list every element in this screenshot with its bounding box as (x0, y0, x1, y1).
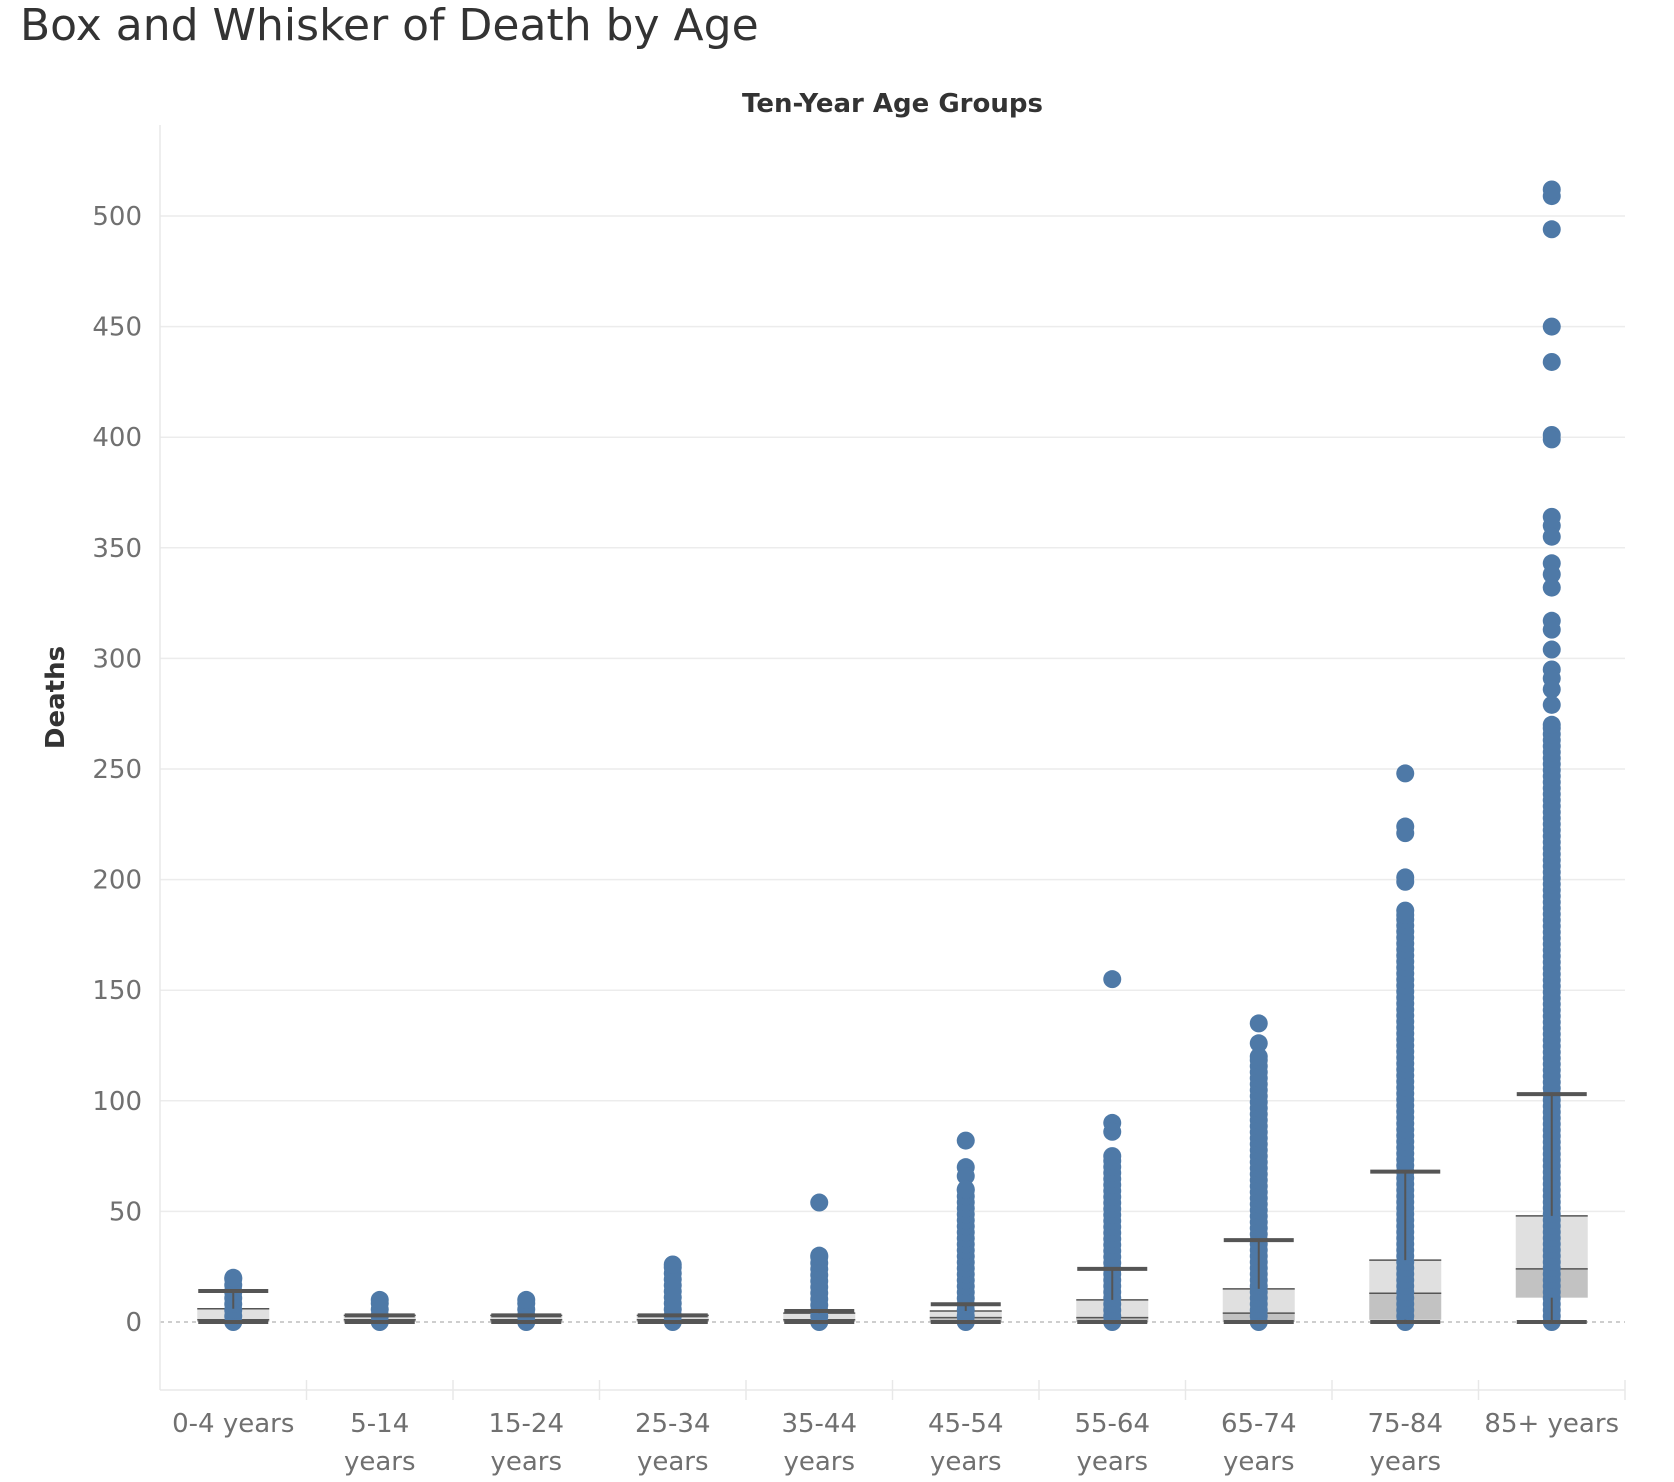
x-tick-label-line: years (783, 1447, 855, 1477)
column-header: Ten-Year Age Groups (742, 89, 1043, 119)
y-axis-ticks: 0 50 100 150 200 250 300 350 400 450 500 (92, 202, 142, 1338)
y-tick-label: 500 (92, 202, 142, 232)
x-tick-label-line: years (1369, 1447, 1441, 1477)
x-tick-label-line: 15-24 (488, 1409, 564, 1439)
x-tick-label-line: years (1076, 1447, 1148, 1477)
x-tick-label: 0-4 years (172, 1409, 294, 1439)
outlier-point (1396, 872, 1415, 891)
max-point (956, 1131, 975, 1150)
y-tick-label: 0 (125, 1308, 142, 1338)
x-tick-label-line: 55-64 (1074, 1409, 1150, 1439)
outlier-point (1542, 527, 1561, 546)
max-point (517, 1290, 536, 1309)
chart-title: Box and Whisker of Death by Age (20, 0, 759, 51)
y-tick-label: 400 (92, 423, 142, 453)
x-tick-label-line: years (930, 1447, 1002, 1477)
outlier-point (1542, 430, 1561, 449)
y-tick-label: 350 (92, 534, 142, 564)
outlier-point (956, 1167, 975, 1186)
y-tick-label: 250 (92, 755, 142, 785)
x-tick-label: 75-84 years (1367, 1409, 1443, 1477)
y-tick-label: 300 (92, 644, 142, 674)
outlier-point (1542, 565, 1561, 584)
x-tick-label: 55-64 years (1074, 1409, 1150, 1477)
outlier-point (810, 1246, 829, 1265)
outlier-point (1542, 620, 1561, 639)
outlier-point (1103, 1122, 1122, 1141)
y-axis-title: Deaths (41, 646, 71, 749)
gridlines (160, 215, 1625, 1323)
max-point (224, 1268, 243, 1287)
y-tick-label: 100 (92, 1087, 142, 1117)
x-tick-label-line: 65-74 (1221, 1409, 1297, 1439)
y-tick-label: 200 (92, 866, 142, 896)
outlier-point (1542, 715, 1561, 734)
outlier-point (1396, 905, 1415, 924)
outlier-point (1103, 1147, 1122, 1166)
max-point (1249, 1014, 1268, 1033)
outlier-point (1542, 352, 1561, 371)
x-tick-label-line: 45-54 (928, 1409, 1004, 1439)
x-tick-label-line: 0-4 years (172, 1409, 294, 1439)
outlier-point (1542, 578, 1561, 597)
x-tick-label-line: 85+ years (1484, 1409, 1619, 1439)
x-tick-label: 5-14 years (344, 1409, 416, 1477)
outlier-point (1542, 680, 1561, 699)
x-tick-label-line: 35-44 (781, 1409, 857, 1439)
x-tick-label-line: 75-84 (1367, 1409, 1443, 1439)
y-tick-label: 50 (109, 1197, 142, 1227)
category-separators (159, 125, 1626, 1400)
x-tick-label-line: years (344, 1447, 416, 1477)
outlier-point (1249, 1034, 1268, 1053)
data-points (224, 180, 1561, 1331)
outlier-point (956, 1180, 975, 1199)
max-point (1542, 180, 1561, 199)
x-tick-label: 45-54 years (928, 1409, 1004, 1477)
x-tick-label: 85+ years (1484, 1409, 1619, 1439)
outlier-point (1249, 1047, 1268, 1066)
x-tick-label-line: years (490, 1447, 562, 1477)
max-point (810, 1193, 829, 1212)
whiskers (198, 1092, 1587, 1324)
y-tick-label: 150 (92, 976, 142, 1006)
x-tick-label: 25-34 years (635, 1409, 711, 1477)
outlier-point (1542, 640, 1561, 659)
boxes (197, 1215, 1588, 1322)
x-tick-label-line: years (637, 1447, 709, 1477)
max-point (663, 1255, 682, 1274)
outlier-point (1396, 824, 1415, 843)
outlier-point (1542, 317, 1561, 336)
max-point (370, 1290, 389, 1309)
max-point (1103, 970, 1122, 989)
x-tick-label-line: 25-34 (635, 1409, 711, 1439)
x-tick-label: 35-44 years (781, 1409, 857, 1477)
outlier-point (1542, 220, 1561, 239)
outlier-point (1542, 695, 1561, 714)
x-tick-label: 15-24 years (488, 1409, 564, 1477)
max-point (1396, 764, 1415, 783)
x-tick-label: 65-74 years (1221, 1409, 1297, 1477)
x-tick-label-line: 5-14 (350, 1409, 409, 1439)
y-tick-label: 450 (92, 313, 142, 343)
x-tick-label-line: years (1223, 1447, 1295, 1477)
